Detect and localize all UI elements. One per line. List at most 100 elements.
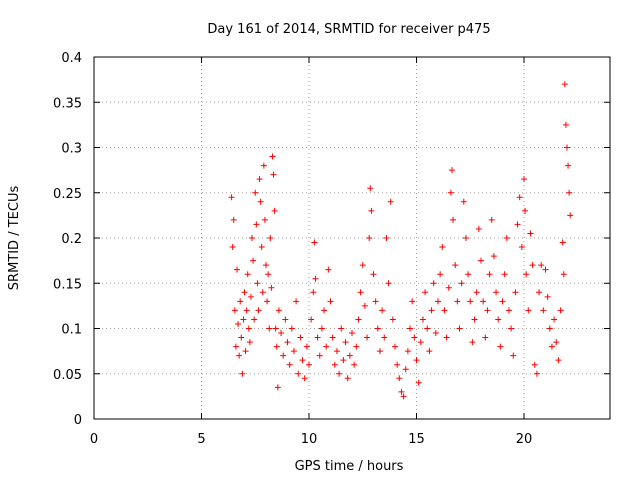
data-point	[256, 176, 263, 183]
data-point	[327, 298, 334, 305]
data-point	[392, 343, 398, 350]
data-point	[561, 81, 568, 88]
y-tick-label: 0.05	[53, 368, 82, 383]
data-point	[413, 357, 420, 364]
data-point	[321, 307, 328, 314]
data-point	[508, 325, 515, 332]
data-point	[288, 325, 295, 332]
data-point	[505, 307, 512, 314]
data-point	[372, 298, 379, 305]
data-point	[260, 162, 267, 169]
data-point	[394, 361, 401, 368]
data-point	[243, 307, 250, 314]
data-point	[257, 198, 264, 205]
x-tick-label: 20	[516, 432, 533, 447]
data-point	[441, 307, 448, 314]
data-point	[503, 235, 510, 241]
data-point	[462, 235, 469, 241]
data-point	[514, 221, 521, 228]
data-point	[259, 289, 266, 296]
data-point	[529, 262, 536, 269]
data-point	[432, 330, 439, 337]
data-point	[456, 325, 463, 332]
data-point	[551, 316, 558, 323]
y-tick-label: 0	[74, 413, 82, 428]
data-point	[419, 316, 426, 323]
data-point	[244, 271, 251, 278]
data-point	[297, 334, 304, 341]
data-point	[325, 266, 332, 273]
data-point	[389, 316, 396, 323]
data-point	[366, 235, 373, 241]
y-axis-label: SRMTID / TECUs	[7, 186, 22, 291]
data-point	[484, 307, 491, 314]
data-point	[445, 284, 452, 291]
data-point	[398, 388, 405, 395]
data-point	[525, 307, 532, 314]
data-point	[229, 244, 236, 251]
data-point	[542, 266, 549, 273]
data-point	[497, 343, 504, 350]
data-point	[567, 212, 574, 219]
data-point	[241, 289, 248, 296]
data-point	[258, 244, 265, 251]
data-point	[299, 357, 306, 364]
data-point	[482, 334, 489, 341]
data-point	[351, 361, 358, 368]
data-point	[490, 253, 497, 260]
y-tick-label: 0.35	[53, 96, 82, 111]
data-point	[235, 320, 242, 327]
data-point	[275, 307, 282, 314]
y-tick-label: 0.3	[61, 142, 82, 157]
data-point	[249, 235, 256, 241]
data-point	[364, 334, 371, 341]
data-point	[565, 162, 572, 169]
data-point	[518, 244, 525, 251]
data-point	[538, 262, 545, 269]
axis-ticks: 0 5 10 15 20 0 0.05 0.1 0.15 0.2 0.25 0.3 0.35 0.4	[53, 51, 610, 447]
data-point	[536, 289, 543, 296]
data-point	[306, 361, 312, 368]
data-point	[435, 298, 441, 305]
data-point	[344, 375, 351, 382]
data-point	[237, 298, 244, 305]
data-point	[460, 198, 467, 205]
data-point	[338, 325, 345, 332]
data-point	[368, 207, 375, 214]
data-point	[400, 393, 407, 400]
data-point	[454, 298, 461, 305]
data-point	[355, 316, 362, 323]
data-point	[396, 375, 403, 382]
data-point	[333, 348, 340, 355]
data-point	[349, 330, 355, 337]
data-point	[501, 271, 508, 278]
data-point	[308, 316, 315, 323]
data-point	[557, 307, 564, 314]
data-point	[269, 153, 276, 160]
data-point	[236, 352, 243, 359]
data-point	[407, 325, 414, 332]
data-point	[290, 348, 297, 355]
data-point	[261, 216, 268, 223]
data-point	[439, 244, 446, 251]
data-point	[488, 216, 495, 223]
data-point	[480, 298, 487, 305]
data-point	[533, 370, 540, 377]
data-point	[273, 343, 280, 350]
data-point	[346, 352, 353, 359]
data-point	[233, 266, 240, 273]
data-point	[486, 271, 493, 278]
data-point	[564, 144, 570, 151]
data-point	[548, 343, 555, 350]
data-point	[422, 289, 429, 296]
chart-title: Day 161 of 2014, SRMTID for receiver p47…	[207, 22, 490, 37]
data-point	[265, 271, 272, 278]
data-point	[303, 343, 310, 350]
data-point	[310, 289, 317, 296]
data-point	[266, 325, 273, 332]
data-point	[521, 176, 527, 183]
data-point	[381, 334, 388, 341]
data-point	[353, 343, 360, 350]
data-point	[336, 370, 343, 377]
data-point	[559, 239, 566, 246]
